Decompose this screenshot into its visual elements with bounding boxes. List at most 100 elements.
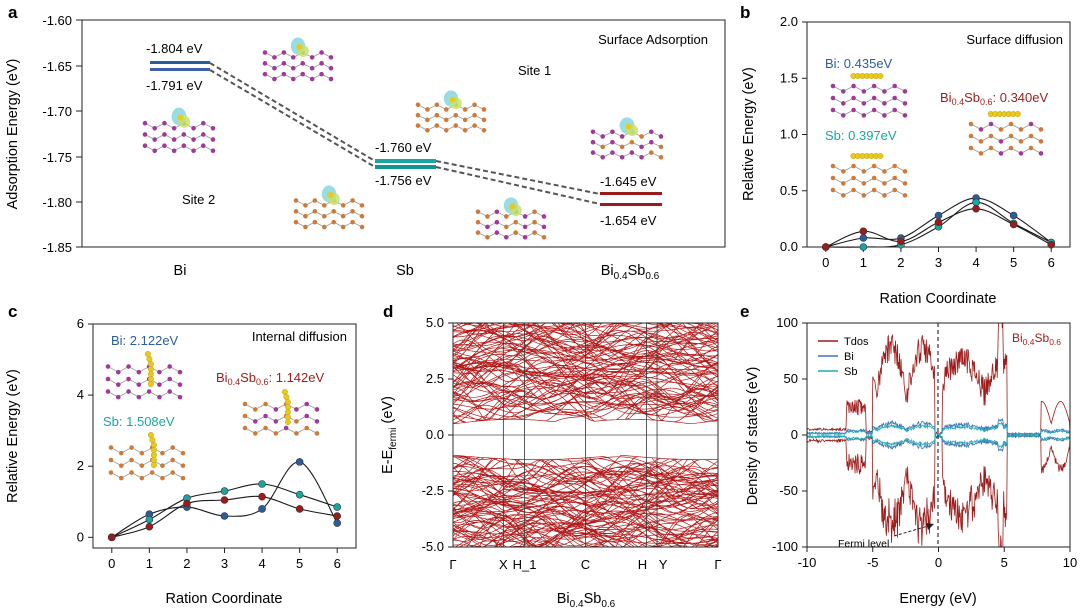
panel-c-sb-label: Sb: 1.508eV bbox=[103, 414, 175, 429]
atom bbox=[892, 95, 898, 101]
atom bbox=[840, 193, 846, 198]
atom bbox=[475, 230, 481, 235]
atom bbox=[522, 214, 528, 219]
xtick-label: 1 bbox=[860, 255, 867, 270]
panel-b-plot bbox=[821, 194, 1056, 251]
li-chain-atom bbox=[877, 152, 884, 159]
sb-dos-up bbox=[807, 421, 1070, 436]
panel-e-xlabel: Energy (eV) bbox=[899, 591, 976, 607]
xtick-label: 5 bbox=[296, 556, 303, 571]
kpoint-label: H bbox=[638, 557, 647, 572]
li-chain-atom bbox=[147, 381, 154, 388]
xtick-label: 5 bbox=[1010, 255, 1017, 270]
atom bbox=[639, 144, 644, 150]
point-Sb bbox=[333, 503, 342, 511]
kpoint-label: H_1 bbox=[513, 557, 537, 572]
level-bisb-site1 bbox=[600, 192, 662, 195]
atom bbox=[304, 401, 310, 407]
atom bbox=[619, 144, 625, 150]
atom bbox=[481, 107, 487, 112]
atom bbox=[129, 457, 134, 463]
point-Bi0.4Sb0.6 bbox=[145, 522, 154, 531]
point-Sb bbox=[145, 515, 154, 524]
atom bbox=[541, 224, 547, 230]
xtick-label: 5 bbox=[1001, 555, 1008, 570]
point-Bi0.4Sb0.6 bbox=[859, 227, 868, 236]
atom bbox=[126, 389, 131, 394]
atom bbox=[513, 219, 519, 225]
point-Bi0.4Sb0.6 bbox=[821, 243, 830, 251]
ytick-label: 1.5 bbox=[780, 70, 798, 85]
atom bbox=[600, 134, 606, 139]
structure-bisb-site2 bbox=[475, 197, 547, 240]
atom bbox=[600, 144, 606, 150]
panel-e-letter: e bbox=[740, 302, 749, 321]
atom bbox=[200, 120, 206, 126]
xtick-label: 4 bbox=[258, 556, 265, 571]
li-chain-atom bbox=[147, 376, 154, 383]
atom bbox=[328, 55, 334, 60]
panel-e-material: Bi0.4Sb0.6 bbox=[1012, 331, 1061, 347]
atom bbox=[139, 475, 145, 481]
atom bbox=[108, 445, 114, 450]
li-chain-atom bbox=[284, 414, 291, 421]
point-Bi0.4Sb0.6 bbox=[183, 499, 191, 508]
structure-c-bisb bbox=[242, 389, 320, 436]
structure-bi-site1 bbox=[262, 37, 334, 82]
panel-c-xlabel: Ration Coordinate bbox=[166, 591, 283, 607]
panel-c-ylabel: Relative Energy (eV) bbox=[5, 369, 21, 503]
panel-b: b Surface diffusion Relative Energy (eV)… bbox=[740, 3, 1071, 307]
atom bbox=[902, 113, 908, 118]
atom bbox=[273, 431, 279, 436]
atom bbox=[312, 209, 318, 214]
atom bbox=[340, 224, 346, 230]
atom bbox=[494, 230, 500, 235]
atom bbox=[861, 89, 867, 94]
xtick-label: 10 bbox=[1063, 555, 1077, 570]
adsorbed-li bbox=[296, 44, 303, 50]
fermi-label: Fermi level bbox=[838, 538, 889, 550]
ytick-label: 0 bbox=[791, 427, 798, 442]
atom bbox=[882, 193, 887, 198]
atom bbox=[149, 470, 155, 475]
atom bbox=[293, 198, 299, 203]
atom bbox=[170, 445, 176, 450]
atom bbox=[328, 65, 334, 71]
atom bbox=[861, 193, 867, 198]
atom bbox=[861, 101, 867, 106]
atom bbox=[281, 50, 287, 55]
panel-e-ylabel: Density of states (eV) bbox=[745, 367, 761, 506]
atom bbox=[180, 463, 186, 468]
atom bbox=[658, 134, 664, 139]
atom bbox=[142, 120, 148, 126]
atom bbox=[170, 470, 176, 475]
atom bbox=[503, 214, 509, 219]
atom bbox=[485, 234, 490, 240]
atom bbox=[978, 151, 984, 156]
atom bbox=[882, 101, 887, 106]
atom bbox=[978, 139, 984, 144]
xtick-label: -5 bbox=[867, 555, 879, 570]
label-sb-site2: -1.756 eV bbox=[375, 173, 432, 188]
kpoint-label: Γ bbox=[449, 557, 456, 572]
structure-sb-site1 bbox=[415, 90, 487, 133]
atom bbox=[882, 181, 887, 186]
atom bbox=[443, 117, 449, 123]
atom bbox=[434, 102, 440, 108]
panel-b-sb-label: Sb: 0.397eV bbox=[825, 128, 897, 143]
atom bbox=[162, 120, 167, 126]
atom bbox=[1038, 151, 1044, 156]
panel-a-title: Surface Adsorption bbox=[598, 32, 708, 47]
fermi-arrow bbox=[893, 525, 929, 537]
xtick-label: 6 bbox=[1048, 255, 1055, 270]
atom bbox=[882, 89, 887, 94]
atom bbox=[415, 123, 421, 128]
atom bbox=[181, 132, 187, 137]
panel-d: d Γ X H_1 C H Y Γ 5.0 2.5 0.0 -2.5 -5.0 E-Efermi (e… bbox=[380, 302, 722, 610]
ytick-label: 0 bbox=[77, 529, 84, 544]
atom bbox=[191, 137, 196, 142]
atom bbox=[129, 445, 134, 450]
point-Sb bbox=[859, 243, 868, 251]
atom bbox=[319, 61, 324, 66]
